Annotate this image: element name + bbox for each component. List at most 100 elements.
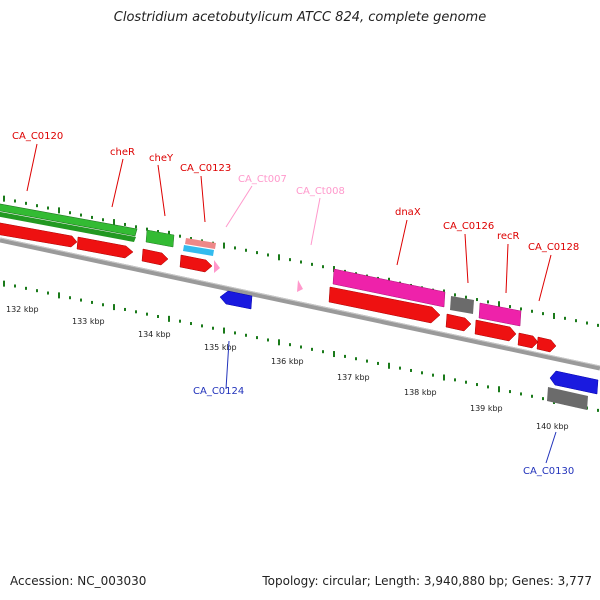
gene-features: [0, 203, 599, 410]
label-leader-line: [538, 254, 552, 302]
gc-dot: [234, 246, 236, 250]
gc-dot: [487, 300, 489, 304]
gene-label[interactable]: CA_C0124: [193, 386, 244, 397]
gc-dot: [168, 315, 170, 322]
gene-red-a[interactable]: [445, 313, 472, 332]
gc-dot: [509, 305, 511, 309]
gene-red-0123[interactable]: [179, 254, 213, 273]
label-leader-line: [26, 143, 38, 192]
gene-red-0128[interactable]: [536, 336, 557, 353]
accession: Accession: NC_003030: [10, 574, 147, 588]
gc-dot: [80, 213, 82, 217]
scale-tick-label: 134 kbp: [138, 330, 171, 339]
gc-dot: [311, 262, 313, 266]
scale-tick-label: 138 kbp: [404, 388, 437, 397]
gc-dot: [124, 222, 126, 226]
gc-dot: [300, 260, 302, 264]
gc-dot: [47, 291, 49, 295]
gene-blue-0130[interactable]: [549, 370, 599, 395]
gene-label[interactable]: CA_C0128: [528, 242, 579, 253]
label-leader-line: [545, 431, 557, 464]
gc-dot: [509, 390, 511, 394]
gc-dot: [157, 314, 159, 318]
gene-magenta-recr[interactable]: [478, 302, 522, 327]
label-leader-line: [111, 158, 124, 208]
gene-label[interactable]: CA_C0130: [523, 466, 574, 477]
scale-tick-label: 135 kbp: [204, 343, 237, 352]
gc-dot: [135, 225, 137, 229]
gene-salmon[interactable]: [185, 238, 216, 249]
gene-label[interactable]: cheY: [149, 153, 174, 164]
gc-dot: [432, 373, 434, 377]
gc-dot: [377, 361, 379, 365]
gc-dot: [157, 229, 159, 233]
gc-dot: [465, 295, 467, 299]
gene-label[interactable]: CA_Ct007: [238, 174, 287, 185]
gc-dot: [14, 199, 16, 203]
gc-dot: [3, 280, 5, 287]
gene-red-long[interactable]: [328, 286, 441, 324]
label-leader-line: [310, 197, 321, 246]
gc-dot: [597, 323, 599, 327]
gc-dot: [553, 312, 555, 319]
gene-red-b[interactable]: [474, 319, 517, 342]
position-scale: 132 kbp 133 kbp 134 kbp 135 kbp 136 kbp 137 k…: [6, 305, 569, 431]
gc-dot: [586, 321, 588, 325]
gene-grey-0126[interactable]: [450, 296, 474, 314]
gene-green-chey[interactable]: [145, 229, 175, 248]
gc-dot: [333, 351, 335, 358]
gc-dot: [69, 296, 71, 300]
gc-dot: [36, 289, 38, 293]
gene-label[interactable]: CA_Ct008: [296, 186, 345, 197]
trna-ct007[interactable]: [214, 260, 220, 273]
gc-dot: [531, 309, 533, 313]
label-leader-line: [225, 185, 253, 228]
gene-label[interactable]: dnaX: [395, 207, 421, 218]
gc-dot: [58, 207, 60, 214]
gene-cyan[interactable]: [183, 245, 214, 256]
gc-dot: [443, 374, 445, 381]
gc-dot: [267, 338, 269, 342]
gc-dot: [289, 343, 291, 347]
gc-dot: [520, 307, 522, 311]
gene-label[interactable]: recR: [497, 231, 520, 242]
gc-dot: [344, 354, 346, 358]
trna-ct008[interactable]: [297, 280, 303, 292]
gc-dot: [212, 326, 214, 330]
gc-dot: [278, 254, 280, 261]
gc-dot: [36, 204, 38, 208]
gc-dot: [421, 371, 423, 375]
gc-dot: [102, 218, 104, 222]
label-leader-line: [505, 243, 509, 294]
gc-dot: [190, 322, 192, 326]
gc-dot: [256, 336, 258, 340]
gene-blue-0124[interactable]: [219, 290, 253, 310]
gene-label[interactable]: CA_C0123: [180, 163, 231, 174]
gene-red-chey[interactable]: [141, 248, 169, 266]
label-leader-line: [200, 175, 206, 223]
gc-dot: [146, 312, 148, 316]
gene-green-1[interactable]: [0, 203, 138, 237]
gc-dot: [322, 265, 324, 269]
gene-magenta-dnax[interactable]: [332, 268, 446, 308]
gene-label[interactable]: cheR: [110, 147, 135, 158]
gc-dot: [47, 206, 49, 210]
gc-dot: [201, 324, 203, 328]
label-leader-line: [225, 340, 230, 390]
gc-dot: [311, 347, 313, 351]
gc-dot: [597, 408, 599, 412]
scale-tick-label: 137 kbp: [337, 373, 370, 382]
gene-red-1[interactable]: [0, 222, 78, 248]
gene-label[interactable]: CA_C0126: [443, 221, 494, 232]
gc-dot: [267, 253, 269, 257]
gene-grey-right[interactable]: [547, 387, 588, 410]
gene-red-2[interactable]: [76, 236, 134, 259]
gene-red-c[interactable]: [517, 332, 539, 349]
gc-dot: [234, 331, 236, 335]
gene-label[interactable]: CA_C0120: [12, 131, 63, 142]
gc-dot: [3, 195, 5, 202]
gc-dot: [146, 227, 148, 231]
scale-tick-label: 136 kbp: [271, 357, 304, 366]
gene-green-2[interactable]: [0, 211, 136, 242]
